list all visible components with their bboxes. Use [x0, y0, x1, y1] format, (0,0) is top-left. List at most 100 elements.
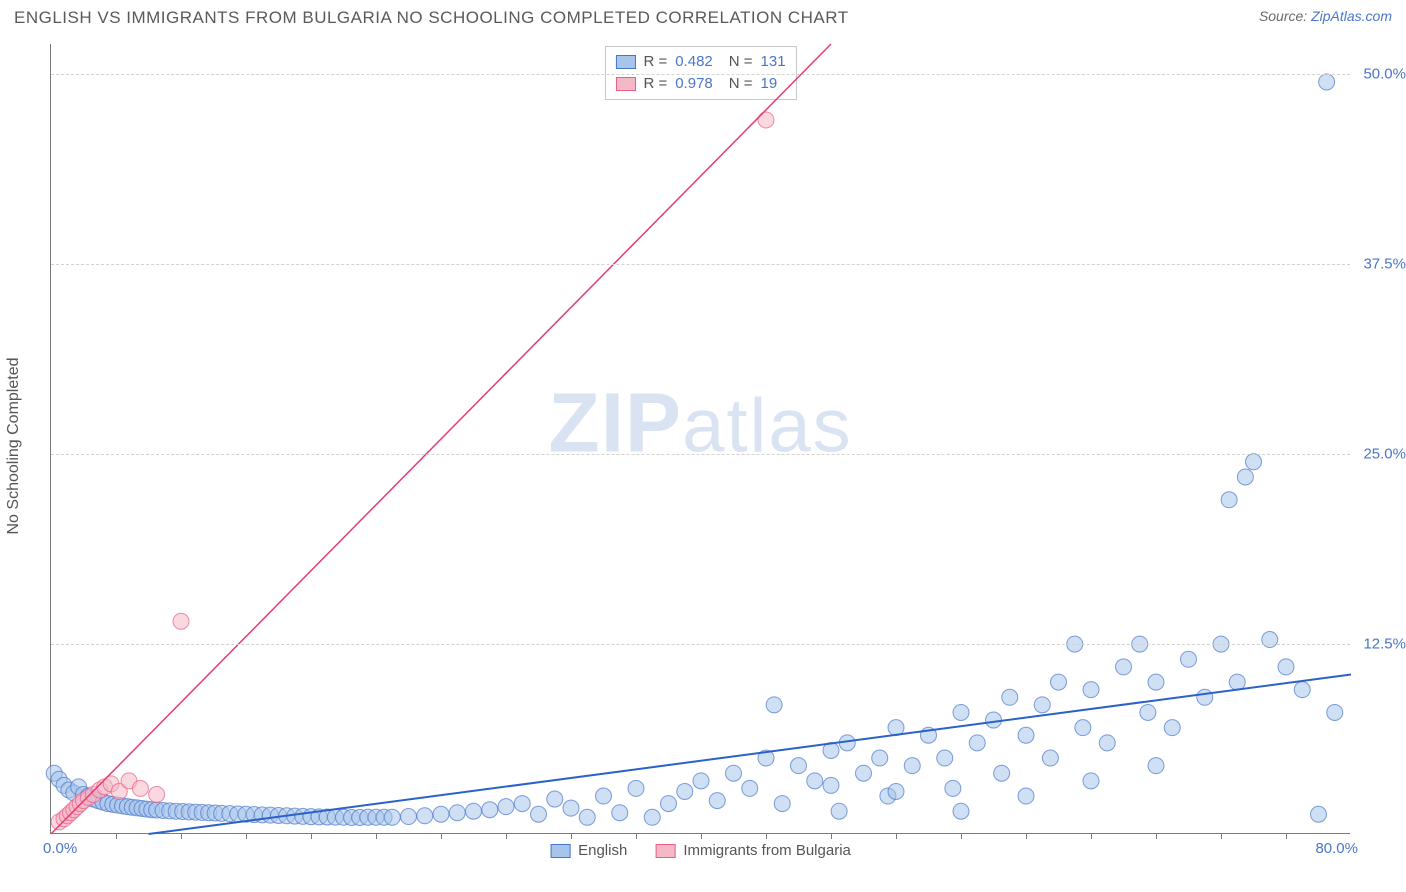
data-point — [742, 780, 758, 796]
x-tick — [961, 833, 962, 839]
x-tick — [311, 833, 312, 839]
y-axis-label: No Schooling Completed — [5, 358, 23, 535]
data-point — [766, 697, 782, 713]
data-point — [807, 773, 823, 789]
data-point — [1140, 704, 1156, 720]
data-point — [417, 808, 433, 824]
data-point — [1262, 632, 1278, 648]
data-point — [1083, 773, 1099, 789]
y-tick-label: 37.5% — [1363, 256, 1406, 273]
data-point — [693, 773, 709, 789]
data-point — [1034, 697, 1050, 713]
data-point — [628, 780, 644, 796]
source-link[interactable]: ZipAtlas.com — [1311, 8, 1392, 24]
data-point — [1051, 674, 1067, 690]
source-attribution: Source: ZipAtlas.com — [1259, 8, 1392, 24]
data-point — [791, 758, 807, 774]
x-axis-min-label: 0.0% — [43, 840, 77, 857]
x-tick — [506, 833, 507, 839]
data-point — [644, 809, 660, 825]
data-point — [661, 796, 677, 812]
chart-title: ENGLISH VS IMMIGRANTS FROM BULGARIA NO S… — [14, 8, 849, 28]
x-tick — [1091, 833, 1092, 839]
data-point — [677, 783, 693, 799]
data-point — [1075, 720, 1091, 736]
x-tick — [116, 833, 117, 839]
x-tick — [246, 833, 247, 839]
data-point — [994, 765, 1010, 781]
data-point — [831, 803, 847, 819]
x-axis-max-label: 80.0% — [1315, 840, 1358, 857]
data-point — [1294, 682, 1310, 698]
data-point — [579, 809, 595, 825]
data-point — [173, 613, 189, 629]
x-tick — [1156, 833, 1157, 839]
data-point — [596, 788, 612, 804]
gridline — [51, 644, 1350, 645]
data-point — [1229, 674, 1245, 690]
data-point — [1083, 682, 1099, 698]
x-tick — [896, 833, 897, 839]
data-point — [872, 750, 888, 766]
legend-series-item: English — [550, 842, 627, 859]
data-point — [945, 780, 961, 796]
scatter-svg — [51, 44, 1350, 833]
data-point — [1319, 74, 1335, 90]
data-point — [969, 735, 985, 751]
gridline — [51, 74, 1350, 75]
data-point — [482, 802, 498, 818]
data-point — [758, 112, 774, 128]
legend-series-item: Immigrants from Bulgaria — [655, 842, 851, 859]
x-tick — [181, 833, 182, 839]
data-point — [1181, 651, 1197, 667]
data-point — [449, 805, 465, 821]
x-tick — [636, 833, 637, 839]
data-point — [498, 799, 514, 815]
data-point — [401, 809, 417, 825]
x-tick — [441, 833, 442, 839]
legend-series: English Immigrants from Bulgaria — [550, 842, 851, 859]
trend-line — [51, 44, 831, 834]
legend-swatch — [655, 844, 675, 858]
data-point — [1164, 720, 1180, 736]
y-tick-label: 50.0% — [1363, 66, 1406, 83]
data-point — [774, 796, 790, 812]
data-point — [384, 809, 400, 825]
y-tick-label: 12.5% — [1363, 636, 1406, 653]
data-point — [1042, 750, 1058, 766]
data-point — [563, 800, 579, 816]
data-point — [1221, 492, 1237, 508]
x-tick — [1286, 833, 1287, 839]
data-point — [1246, 454, 1262, 470]
data-point — [1148, 674, 1164, 690]
data-point — [1148, 758, 1164, 774]
data-point — [986, 712, 1002, 728]
data-point — [953, 704, 969, 720]
data-point — [709, 793, 725, 809]
data-point — [1327, 704, 1343, 720]
y-tick-label: 25.0% — [1363, 446, 1406, 463]
plot-area: ZIPatlas 0.0% 80.0% R =0.482N =131R =0.9… — [50, 44, 1350, 834]
data-point — [1197, 689, 1213, 705]
data-point — [937, 750, 953, 766]
legend-swatch — [550, 844, 570, 858]
data-point — [514, 796, 530, 812]
x-tick — [376, 833, 377, 839]
data-point — [823, 777, 839, 793]
trend-line — [149, 674, 1352, 834]
x-tick — [1221, 833, 1222, 839]
data-point — [1002, 689, 1018, 705]
x-tick — [831, 833, 832, 839]
data-point — [149, 787, 165, 803]
x-tick — [766, 833, 767, 839]
x-tick — [571, 833, 572, 839]
data-point — [466, 803, 482, 819]
data-point — [1278, 659, 1294, 675]
x-tick — [701, 833, 702, 839]
data-point — [612, 805, 628, 821]
data-point — [953, 803, 969, 819]
data-point — [1018, 727, 1034, 743]
data-point — [1018, 788, 1034, 804]
data-point — [1237, 469, 1253, 485]
gridline — [51, 454, 1350, 455]
